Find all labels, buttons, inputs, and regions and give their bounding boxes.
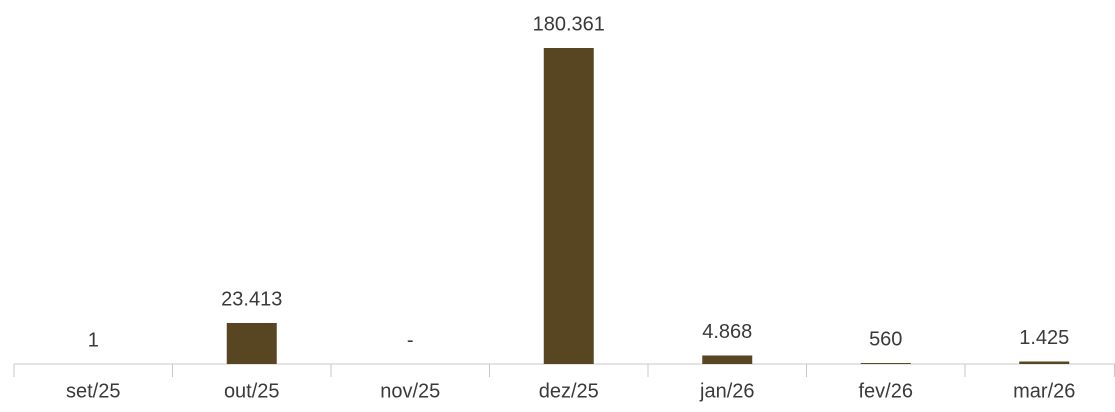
bar (226, 322, 277, 364)
bar (860, 363, 911, 364)
value-label: 1.425 (1019, 327, 1069, 349)
value-label: - (407, 329, 414, 351)
value-label: 1 (88, 329, 99, 351)
x-tick-label: jan/26 (699, 380, 755, 402)
x-tick-label: out/25 (224, 380, 280, 402)
bar (1019, 361, 1070, 364)
value-label: 180.361 (533, 13, 605, 35)
bar (543, 48, 594, 364)
x-tick-label: set/25 (66, 380, 120, 402)
bar (702, 355, 753, 364)
value-label: 4.868 (702, 321, 752, 343)
x-tick-label: dez/25 (539, 380, 599, 402)
value-label: 23.413 (221, 288, 282, 310)
value-label: 560 (869, 328, 902, 350)
x-tick-label: fev/26 (859, 380, 913, 402)
x-tick-label: mar/26 (1013, 380, 1075, 402)
x-tick-label: nov/25 (380, 380, 440, 402)
